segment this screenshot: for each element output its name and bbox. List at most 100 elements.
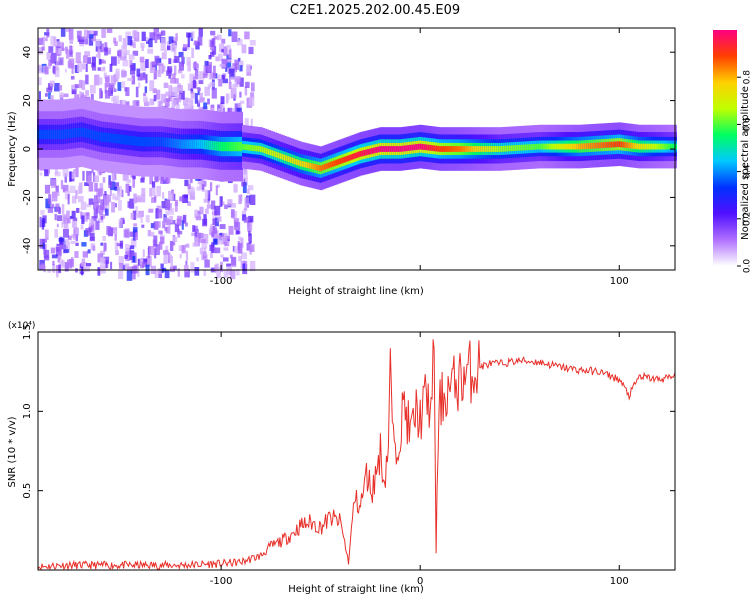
spectrogram-noise-cell [127,201,131,208]
spectrogram-noise-cell [169,240,174,252]
spectrogram-noise-cell [79,36,85,42]
spectrogram-ridge-cell [562,143,566,150]
spectrogram-noise-cell [202,218,208,227]
snr-x-tick-label: 0 [417,576,423,587]
spectrogram-ridge-cell [118,134,122,144]
spectrogram-noise-cell [121,45,128,56]
spectrogram-noise-cell [174,78,179,84]
spectrogram-noise-cell [135,213,142,219]
spectrogram-noise-cell [194,93,198,104]
spectrogram-noise-cell [83,29,89,40]
spectrogram-noise-cell [69,171,72,182]
spectrogram-noise-cell [48,46,54,53]
spectrogram-noise-cell [56,215,63,222]
spectrogram-y-tick-label: -20 [22,189,33,205]
spectrogram-noise-cell [225,235,230,242]
spectrogram-noise-cell [228,81,232,89]
spectrogram-noise-cell [149,98,155,106]
spectrogram-noise-cell [213,36,220,40]
spectrogram-ridge-cell [572,143,576,150]
spectrogram-noise-cell [107,50,111,55]
spectrogram-noise-cell [145,59,149,69]
spectrogram-ridge-cell [323,164,327,170]
spectrogram-noise-cell [124,55,127,61]
spectrogram-ridge-cell [524,144,528,151]
spectrogram-noise-cell [103,72,107,79]
spectrogram-ridge-cell [574,143,578,150]
spectrogram-noise-cell [84,182,90,187]
spectrogram-ridge-cell [622,141,626,148]
spectrogram-noise-cell [151,61,157,65]
spectrogram-ridge-cell [405,145,409,152]
spectrogram-ridge-cell [608,141,612,148]
spectrogram-noise-cell [130,238,137,248]
spectrogram-ridge-cell [484,146,488,152]
spectrogram-noise-cell [41,46,45,51]
spectrogram-noise-cell [117,82,122,92]
spectrogram-noise-cell [194,267,200,276]
spectrogram-ridge-cell [122,134,126,145]
spectrogram-noise-cell [201,184,205,191]
spectrogram-noise-cell [234,59,239,70]
spectrogram-noise-cell [102,203,107,213]
spectrogram-noise-cell [177,268,180,277]
spectrogram-noise-cell [45,198,51,209]
spectrogram-noise-cell [197,178,202,185]
spectrogram-noise-cell [133,100,140,106]
spectrogram-ridge-cell [620,141,624,148]
spectrogram-noise-cell [58,48,62,55]
spectrogram-noise-cell [242,182,247,194]
spectrogram-noise-cell [69,45,72,53]
spectrogram-noise-cell [222,257,229,262]
spectrogram-ridge-cell [652,143,656,150]
spectrogram-noise-cell [155,208,159,219]
spectrogram-noise-cell [86,203,92,208]
spectrogram-noise-cell [52,260,55,266]
spectrogram-noise-cell [165,210,169,216]
spectrogram-noise-cell [158,101,162,108]
spectrogram-ridge-cell [325,163,329,170]
spectrogram-noise-cell [168,190,174,202]
spectrogram-noise-cell [234,222,241,231]
spectrogram-y-axis-label: Frequency (Hz) [7,111,18,187]
spectrogram-noise-cell [177,230,183,235]
spectrogram-noise-cell [250,221,253,231]
spectrogram-noise-cell [170,77,176,84]
spectrogram-noise-cell [237,241,240,251]
spectrogram-noise-cell [85,228,91,236]
spectrogram-ridge-cell [182,139,186,149]
spectrogram-ridge-cell [357,151,361,158]
spectrogram-noise-cell [221,58,228,69]
spectrogram-noise-cell [92,245,96,251]
spectrogram-noise-cell [65,28,71,32]
spectrogram-noise-cell [44,249,50,261]
spectrogram-ridge-cell [319,165,323,172]
spectrogram-noise-cell [54,67,60,78]
spectrogram-noise-cell [60,180,64,190]
spectrogram-noise-cell [199,71,205,80]
spectrogram-ridge-cell [433,145,437,152]
spectrogram-noise-cell [236,230,241,235]
spectrogram-ridge-cell [307,162,311,169]
spectrogram-noise-cell [160,40,166,52]
spectrogram-noise-cell [140,178,145,183]
spectrogram-ridge-cell [166,137,170,148]
spectrogram-noise-cell [70,75,75,80]
spectrogram-noise-cell [220,254,224,258]
spectrogram-ridge-cell [628,142,632,149]
spectrogram-ridge-cell [80,127,84,137]
spectrogram-noise-cell [219,102,223,111]
spectrogram-ridge-cell [285,155,289,162]
spectrogram-noise-cell [51,179,57,189]
spectrogram-noise-cell [43,238,47,243]
spectrogram-noise-cell [79,43,85,47]
spectrogram-noise-cell [166,70,172,76]
spectrogram-noise-cell [204,86,210,96]
spectrogram-noise-cell [194,209,199,218]
spectrogram-ridge-cell [140,137,144,147]
spectrogram-ridge-cell [636,143,640,150]
spectrogram-ridge-cell [299,160,303,167]
spectrogram-noise-cell [156,205,161,213]
spectrogram-noise-cell [218,43,225,53]
spectrogram-noise-cell [89,30,95,35]
